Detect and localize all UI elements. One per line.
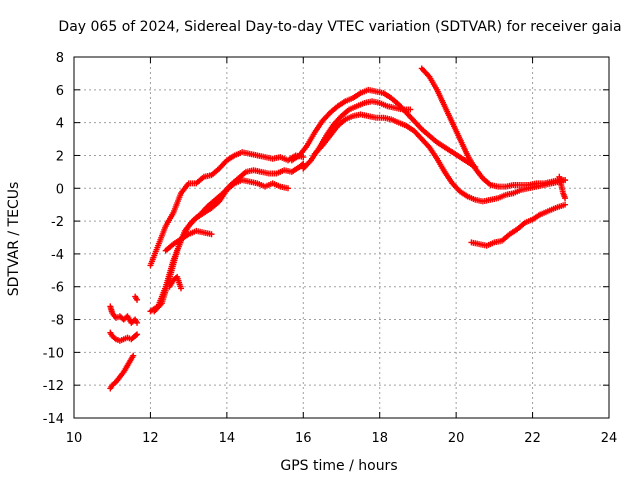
y-tick-label: -10 <box>43 346 64 361</box>
point-markers <box>418 65 569 190</box>
x-tick-label: 18 <box>371 431 388 446</box>
point-markers <box>107 303 141 326</box>
y-tick-label: -6 <box>51 281 64 296</box>
data-points <box>107 65 569 392</box>
point-markers <box>107 352 137 392</box>
series-arc-9 <box>166 273 184 292</box>
series-arc-11 <box>300 98 414 172</box>
y-tick-label: 4 <box>56 117 64 132</box>
point-markers <box>162 227 215 254</box>
point-markers <box>300 98 414 172</box>
series-arc-3 <box>107 303 141 326</box>
series-arc-1 <box>107 352 137 392</box>
series-arc-4 <box>132 293 141 303</box>
y-tick-label: -2 <box>51 215 64 230</box>
plot-frame <box>73 56 610 419</box>
point-markers <box>107 329 141 344</box>
series-arc-2 <box>107 329 141 344</box>
series-arc-15 <box>556 173 569 202</box>
point-markers <box>288 86 479 170</box>
x-tick-label: 14 <box>219 431 236 446</box>
y-tick-label: 0 <box>56 182 64 197</box>
series-arc-5 <box>147 149 307 269</box>
y-axis-title: SDTVAR / TECUs <box>6 182 22 297</box>
grid <box>74 57 609 418</box>
x-tick-label: 10 <box>66 431 83 446</box>
x-tick-label: 20 <box>448 431 465 446</box>
series-arc-8 <box>162 227 215 254</box>
point-markers <box>166 273 184 292</box>
point-markers <box>151 160 307 315</box>
y-tick-label: 2 <box>56 149 64 164</box>
point-markers <box>147 149 307 269</box>
y-tick-label: -4 <box>51 248 64 263</box>
series-arc-13 <box>418 65 569 190</box>
series-arc-14 <box>468 201 569 249</box>
series-arc-7 <box>151 160 307 315</box>
x-axis-title: GPS time / hours <box>280 458 397 474</box>
y-tick-label: -12 <box>43 379 64 394</box>
series-arc-12 <box>311 111 569 205</box>
point-markers <box>468 201 569 249</box>
point-markers <box>556 173 569 202</box>
point-markers <box>311 111 569 205</box>
chart-title: Day 065 of 2024, Sidereal Day-to-day VTE… <box>58 19 621 35</box>
x-tick-label: 12 <box>142 431 159 446</box>
point-markers <box>132 293 141 303</box>
series-arc-10 <box>288 86 479 170</box>
y-tick-label: -14 <box>43 412 64 427</box>
y-tick-label: 8 <box>56 51 64 66</box>
y-tick-label: -8 <box>51 314 64 329</box>
y-tick-label: 6 <box>56 84 64 99</box>
x-tick-label: 24 <box>601 431 618 446</box>
x-tick-label: 16 <box>295 431 312 446</box>
x-tick-label: 22 <box>524 431 541 446</box>
